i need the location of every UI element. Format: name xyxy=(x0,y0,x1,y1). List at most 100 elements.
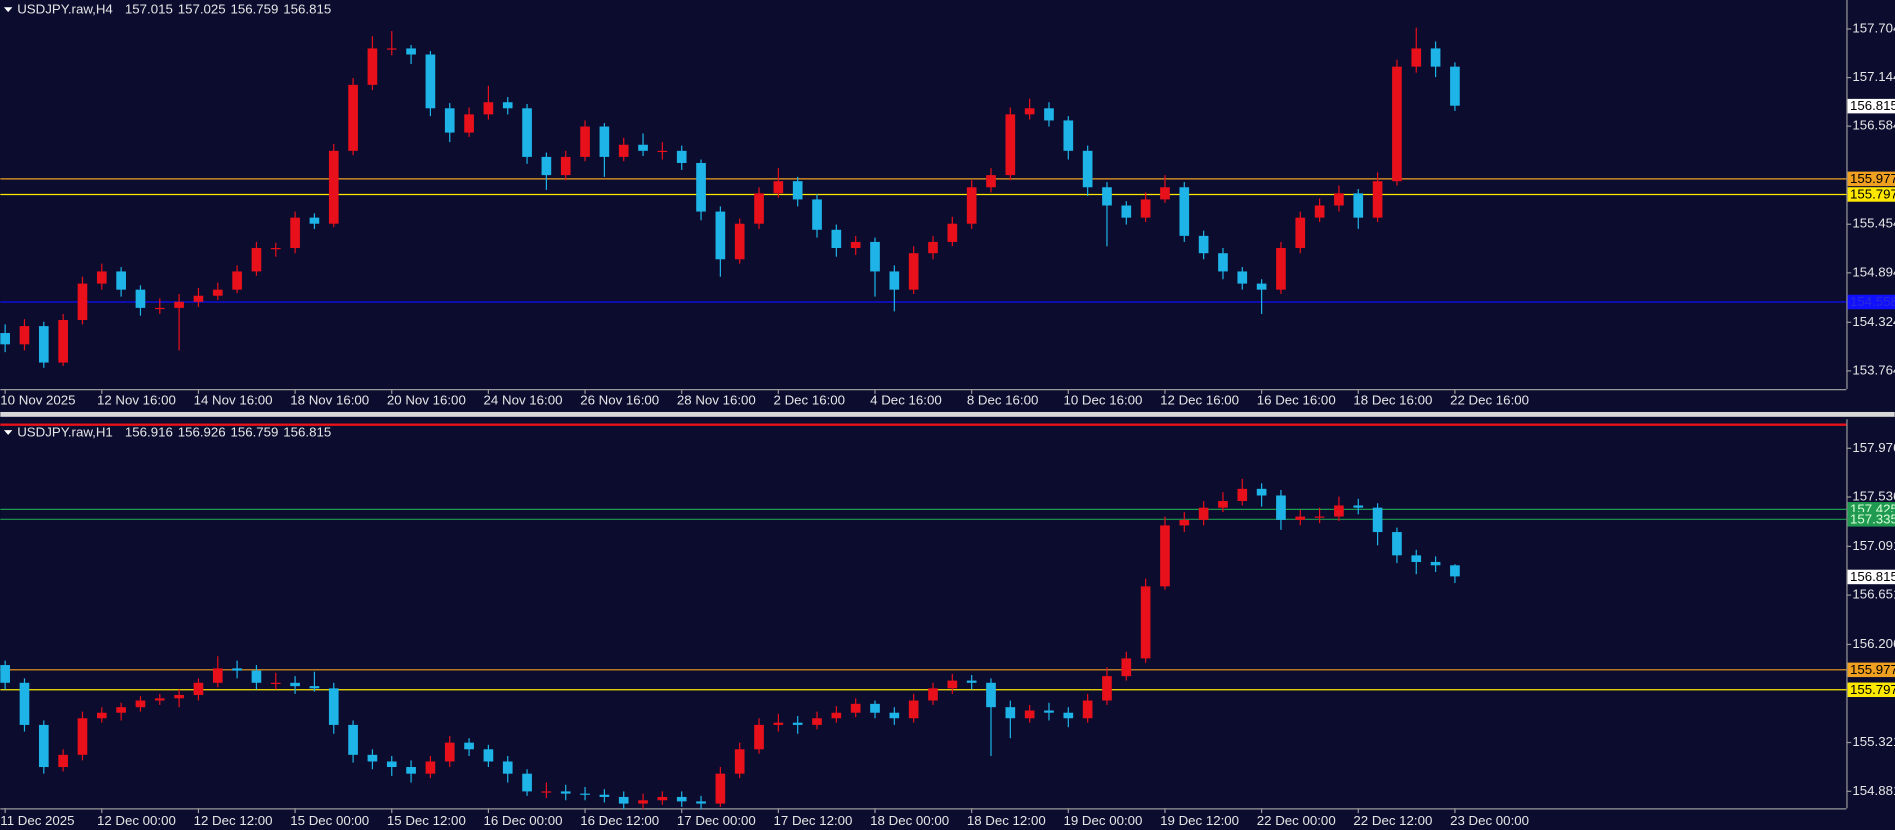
header-value: 156.759 xyxy=(230,424,278,439)
y-tick-label: 154.894 xyxy=(1852,264,1895,279)
header-value: 156.759 xyxy=(230,1,278,16)
level-label: 156.815 xyxy=(1850,569,1895,584)
candle-body xyxy=(1160,187,1170,200)
level-label-box xyxy=(1847,569,1895,585)
candle-body xyxy=(773,181,784,194)
candle-body xyxy=(1044,710,1054,713)
candle-body xyxy=(657,796,668,801)
x-tick-label: 17 Dec 00:00 xyxy=(677,813,756,828)
candle-body xyxy=(77,283,88,321)
candle-body xyxy=(290,217,300,249)
candle-body xyxy=(1218,501,1228,508)
candle-body xyxy=(1353,505,1364,508)
candle-body xyxy=(96,712,107,719)
y-tick-label: 157.976 xyxy=(1852,440,1895,455)
level-label: 157.335 xyxy=(1850,511,1895,526)
menu-icon[interactable] xyxy=(3,430,13,435)
candle-body xyxy=(1198,507,1209,520)
candle-body xyxy=(986,682,996,708)
candle-body xyxy=(657,150,668,153)
x-tick-label: 8 Dec 16:00 xyxy=(967,393,1039,408)
candle-body xyxy=(618,144,629,157)
header-value: 156.926 xyxy=(178,424,226,439)
level-label: 155.797 xyxy=(1850,682,1895,697)
candle-body xyxy=(1430,48,1441,67)
x-tick-label: 22 Dec 16:00 xyxy=(1450,393,1529,408)
candle-body xyxy=(1024,108,1035,115)
candle-body xyxy=(1024,710,1035,719)
candle-body xyxy=(193,682,204,695)
candle-body xyxy=(792,722,803,725)
candle-body xyxy=(676,150,687,163)
candle-body xyxy=(116,707,126,713)
candle-body xyxy=(889,712,900,719)
candle-body xyxy=(38,724,49,768)
candle-body xyxy=(386,761,397,768)
candle-body xyxy=(908,253,919,290)
candle-body xyxy=(232,271,242,290)
candle-body xyxy=(174,694,184,699)
x-tick-label: 18 Nov 16:00 xyxy=(290,393,369,408)
candle-body xyxy=(966,680,977,683)
candle-body xyxy=(638,800,648,804)
candle-body xyxy=(154,307,165,310)
symbol-title: USDJPY.raw,H1 xyxy=(17,424,113,439)
candle-body xyxy=(58,320,68,363)
candle-body xyxy=(1179,519,1190,526)
candle-body xyxy=(734,223,745,260)
x-tick-label: 26 Nov 16:00 xyxy=(580,393,659,408)
candle-body xyxy=(406,48,416,55)
candle-body xyxy=(309,686,320,689)
candle-body xyxy=(715,773,726,804)
candle-body xyxy=(135,700,146,708)
header-value: 156.815 xyxy=(283,424,331,439)
candle-body xyxy=(193,295,204,302)
candle-body xyxy=(232,668,242,671)
candles xyxy=(0,27,1460,368)
level-label: 156.815 xyxy=(1850,98,1895,113)
candle-body xyxy=(812,718,822,725)
candle-body xyxy=(367,754,378,762)
x-tick-label: 15 Dec 00:00 xyxy=(290,813,369,828)
candle-body xyxy=(1121,658,1132,677)
x-tick-label: 12 Nov 16:00 xyxy=(97,393,176,408)
y-tick-label: 155.454 xyxy=(1852,216,1895,231)
x-tick-label: 14 Nov 16:00 xyxy=(194,393,273,408)
level-label-box xyxy=(1847,98,1895,114)
y-tick-label: 156.206 xyxy=(1852,636,1895,651)
chart-header: USDJPY.raw,H4 157.015 157.025 156.759 156.81… xyxy=(17,1,331,16)
x-tick-label: 20 Nov 16:00 xyxy=(387,393,466,408)
candles xyxy=(0,478,1460,810)
candle-body xyxy=(348,84,358,151)
candle-body xyxy=(425,761,436,774)
candle-body xyxy=(850,241,861,249)
x-tick-label: 4 Dec 16:00 xyxy=(870,393,942,408)
candle-body xyxy=(696,801,706,804)
candle-body xyxy=(947,680,958,689)
candle-body xyxy=(38,326,49,363)
candle-body xyxy=(522,773,532,792)
candle-body xyxy=(328,150,339,224)
candle-body xyxy=(290,682,300,687)
x-tick-label: 2 Dec 16:00 xyxy=(774,393,846,408)
candle-body xyxy=(1450,565,1460,577)
x-tick-label: 18 Dec 00:00 xyxy=(870,813,949,828)
candle-body xyxy=(676,796,687,802)
candle-body xyxy=(792,181,803,200)
candle-body xyxy=(831,229,842,249)
candle-body xyxy=(0,333,10,345)
candle-body xyxy=(966,187,977,224)
candle-body xyxy=(116,271,126,290)
candle-body xyxy=(1005,114,1016,176)
x-tick-label: 10 Dec 16:00 xyxy=(1063,393,1142,408)
menu-icon[interactable] xyxy=(3,7,13,13)
y-tick-label: 153.764 xyxy=(1852,362,1895,377)
candle-body xyxy=(541,156,552,176)
candle-body xyxy=(483,749,494,762)
candle-body xyxy=(1044,108,1054,121)
candle-body xyxy=(1179,187,1190,236)
candle-body xyxy=(367,48,378,85)
candle-body xyxy=(560,156,571,176)
